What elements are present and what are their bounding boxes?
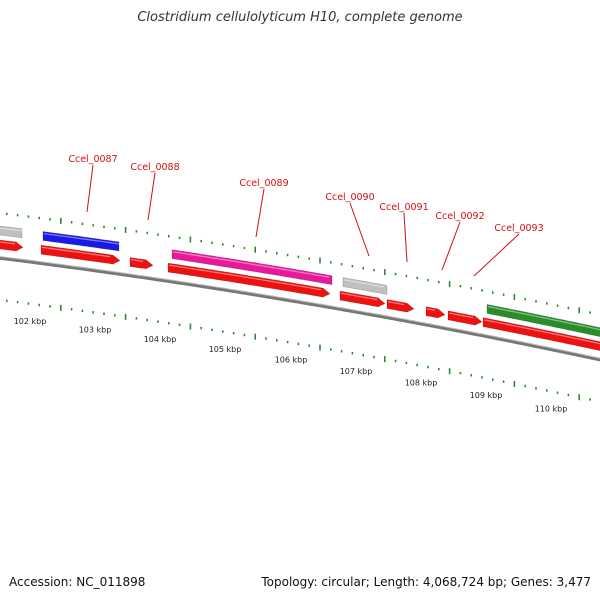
genome-stats-label: Topology: circular; Length: 4,068,724 bp… (261, 575, 591, 589)
cds-0090 (339, 290, 386, 308)
gene-label-ccel_0093: Ccel_0093 (494, 223, 543, 234)
gene-label-ccel_0089: Ccel_0089 (239, 178, 288, 189)
callout-layer: Ccel_0087 Ccel_0088 Ccel_0089 Ccel_0090 Ccel… (68, 154, 544, 277)
gray-feature-0090-shine (343, 279, 385, 288)
gray-feature-left-body (0, 225, 23, 239)
cds-0088-body (129, 257, 154, 270)
callout-leader (403, 212, 408, 263)
gray-feature-0090 (342, 277, 388, 295)
callout-leader (441, 221, 461, 271)
gene-label-ccel_0091: Ccel_0091 (379, 202, 428, 213)
gray-feature-left (0, 225, 24, 239)
kbp-label: 107 kbp (340, 367, 373, 376)
cds-0089-shine (168, 264, 322, 291)
feature-layer (0, 225, 600, 351)
kbp-label: 103 kbp (79, 326, 112, 335)
callout-leader (147, 172, 156, 221)
cds-right-shine (483, 319, 600, 345)
map-title: Clostridium cellulolyticum H10, complete… (137, 10, 463, 25)
gray-feature-left-shine (0, 227, 24, 232)
blue-feature-0087 (42, 231, 121, 252)
backbone-line (0, 256, 600, 362)
kbp-label: 110 kbp (535, 404, 568, 413)
cds-0093-shine (448, 312, 474, 319)
kbp-label-layer: 102 kbp 103 kbp 104 kbp 105 kbp 106 kbp 107 k… (14, 317, 568, 414)
cds-0089-body (167, 262, 331, 298)
backbone-layer (0, 256, 600, 362)
cds-0088-shine (130, 259, 144, 262)
cds-0087 (40, 244, 121, 265)
kbp-label: 108 kbp (405, 379, 438, 388)
cds-right (482, 317, 600, 351)
green-feature-right (486, 304, 600, 337)
backbone-highlight (0, 256, 600, 359)
cds-0087-shine (41, 246, 111, 258)
pink-feature-0089 (171, 249, 333, 286)
cds-0092 (425, 306, 446, 319)
cds-left (0, 239, 24, 252)
accession-label: Accession: NC_011898 (9, 575, 146, 589)
cds-left-body (0, 239, 24, 252)
cds-right-body (482, 317, 600, 351)
callout-leader (255, 188, 265, 238)
cds-0092-body (425, 306, 446, 319)
pink-feature-0089-body (171, 249, 333, 286)
gene-label-ccel_0092: Ccel_0092 (435, 211, 484, 222)
blue-feature-0087-shine (43, 233, 121, 245)
kbp-label: 104 kbp (144, 335, 177, 344)
pink-feature-0089-shine (172, 251, 330, 278)
callout-leader (349, 202, 370, 257)
gene-label-ccel_0087: Ccel_0087 (68, 154, 117, 165)
cds-0093-body (447, 310, 483, 326)
cds-0091-shine (387, 301, 405, 306)
cds-0089 (167, 262, 331, 298)
green-feature-right-body (486, 304, 600, 337)
gene-label-ccel_0088: Ccel_0088 (130, 162, 179, 173)
cds-left-shine (0, 241, 16, 245)
blue-feature-0087-body (42, 231, 120, 252)
callout-leader (473, 233, 520, 277)
green-feature-right-shine (487, 306, 600, 331)
kbp-label: 106 kbp (275, 356, 308, 365)
cds-0092-shine (426, 308, 436, 311)
cds-0091 (386, 299, 415, 313)
gray-feature-0090-body (342, 277, 388, 295)
gene-label-ccel_0090: Ccel_0090 (325, 192, 374, 203)
callout-leader (86, 164, 94, 213)
kbp-label: 105 kbp (209, 345, 242, 354)
cds-0093 (447, 310, 483, 326)
cds-0090-body (339, 290, 386, 308)
kbp-label: 102 kbp (14, 317, 47, 326)
cds-0091-body (386, 299, 415, 313)
cds-0088 (129, 257, 154, 270)
tick-layer (6, 212, 600, 403)
cds-0090-shine (340, 292, 378, 301)
kbp-label: 109 kbp (470, 391, 503, 400)
cds-0087-body (40, 244, 121, 265)
